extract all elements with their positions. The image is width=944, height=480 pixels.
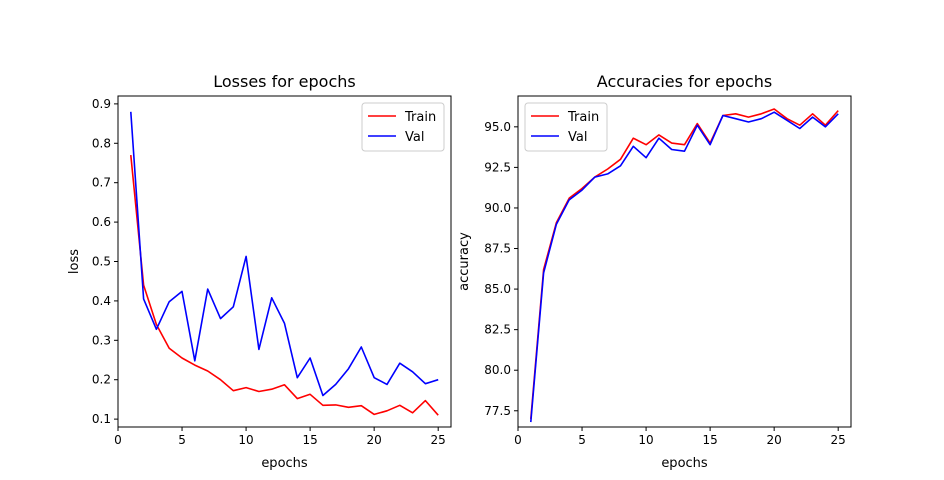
chart-title: Accuracies for epochs [597, 72, 772, 91]
y-tick-label: 77.5 [484, 404, 511, 418]
x-tick-label: 0 [514, 433, 522, 447]
series-line-train [130, 155, 439, 416]
x-tick-label: 0 [114, 433, 122, 447]
x-tick-label: 10 [238, 433, 253, 447]
chart-panel-2: Accuracies for epochs 0 5 10 15 20 25 77.5 80.0 8… [457, 72, 852, 471]
chart-panel-1: Losses for epochs 0 5 10 15 20 25 0.1 0.2 0.3 0.4 0… [67, 72, 452, 471]
y-tick-label: 92.5 [484, 160, 511, 174]
legend: Train Val [361, 102, 445, 152]
chart-title: Losses for epochs [213, 72, 356, 91]
axes-frame [517, 95, 852, 428]
y-tick-label: 85.0 [484, 282, 511, 296]
x-axis-label: epochs [661, 456, 708, 471]
legend-box [361, 102, 445, 152]
x-tick-label: 20 [767, 433, 782, 447]
y-tick-label: 0.3 [92, 333, 111, 347]
y-tick-label: 0.6 [92, 215, 111, 229]
x-tick-label: 5 [578, 433, 586, 447]
legend: Train Val [524, 102, 608, 152]
y-tick-label: 82.5 [484, 323, 511, 337]
y-tick-label: 80.0 [484, 363, 511, 377]
y-tick-label: 0.9 [92, 97, 111, 111]
x-tick-label: 10 [638, 433, 653, 447]
x-axis-label: epochs [261, 456, 308, 471]
legend-box [524, 102, 608, 152]
legend-label-val: Val [405, 130, 424, 145]
legend-label-train: Train [404, 110, 436, 125]
y-tick-label: 90.0 [484, 201, 511, 215]
y-tick-label: 0.5 [92, 255, 111, 269]
x-tick-label: 25 [431, 433, 446, 447]
series-line-val [130, 111, 439, 397]
y-tick-label: 95.0 [484, 120, 511, 134]
y-tick-label: 0.1 [92, 412, 111, 426]
y-axis-label: accuracy [457, 232, 472, 291]
x-tick-label: 5 [178, 433, 186, 447]
y-tick-label: 0.8 [92, 136, 111, 150]
y-tick-label: 0.2 [92, 373, 111, 387]
x-tick-label: 15 [302, 433, 317, 447]
y-axis-label: loss [67, 249, 82, 274]
legend-label-train: Train [567, 110, 599, 125]
x-tick-label: 15 [702, 433, 717, 447]
series-line-val [530, 111, 839, 423]
y-tick-label: 87.5 [484, 242, 511, 256]
x-tick-label: 25 [831, 433, 846, 447]
legend-label-val: Val [568, 130, 587, 145]
x-tick-label: 20 [367, 433, 382, 447]
y-tick-label: 0.7 [92, 176, 111, 190]
series-line-train [530, 108, 839, 419]
y-tick-label: 0.4 [92, 294, 111, 308]
